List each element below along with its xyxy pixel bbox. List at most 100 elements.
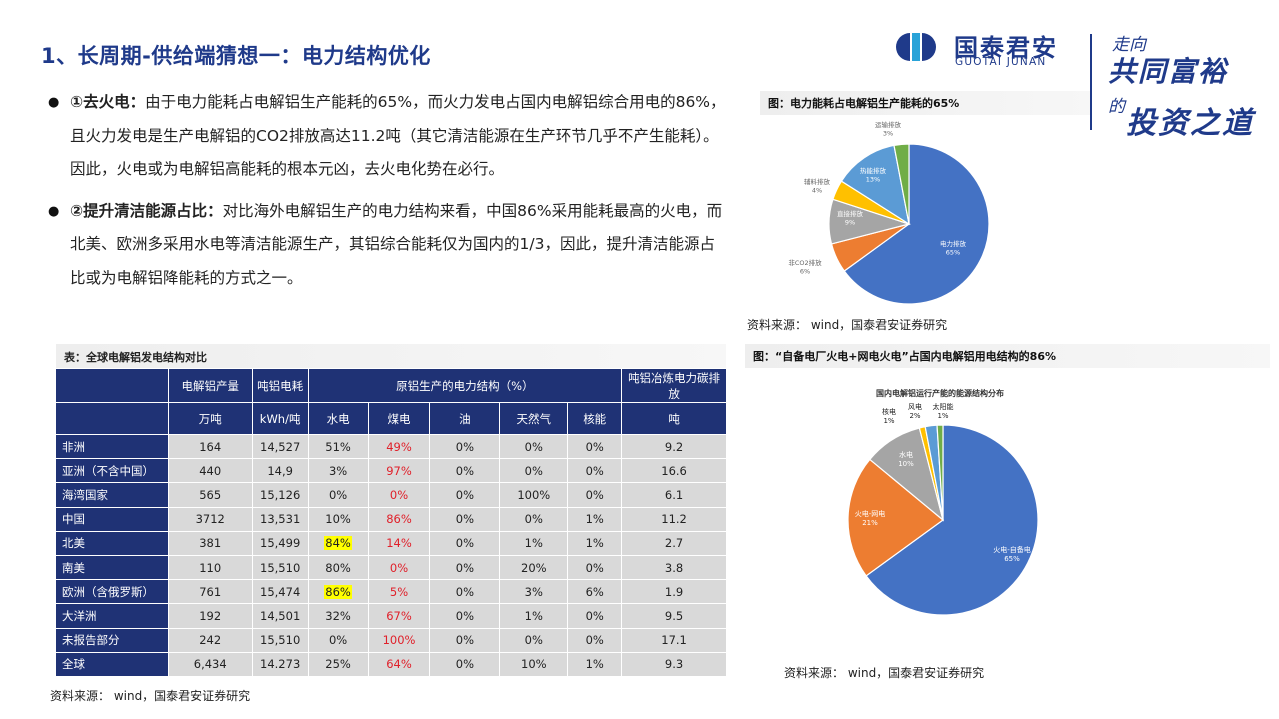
slice-value: 4% (812, 187, 822, 195)
cell-oil: 0% (429, 482, 501, 508)
cell-output: 110 (167, 554, 253, 581)
cell-output: 164 (167, 433, 253, 460)
cell-coal: 67% (367, 603, 431, 629)
cell-gas: 0% (499, 627, 569, 653)
table-row: 北美 381 15,499 84% 14% 0% 1% 1% 2.7 (55, 530, 727, 556)
cell-consumption: 14.273 (251, 651, 309, 677)
slice-value: 65% (1004, 555, 1020, 563)
table-row: 非洲 164 14,527 51% 49% 0% 0% 0% 9.2 (55, 433, 727, 460)
cell-carbon: 9.3 (621, 651, 727, 677)
table-row: 海湾国家 565 15,126 0% 0% 0% 100% 0% 6.1 (55, 482, 727, 508)
cell-coal: 5% (367, 579, 431, 605)
cell-nuclear: 0% (567, 433, 623, 460)
cell-oil: 0% (429, 506, 501, 532)
cell-hydro: 0% (307, 482, 369, 508)
slogan-line-4: 投资之道 (1126, 106, 1254, 141)
slice-value: 65% (946, 249, 960, 257)
table-row: 中国 3712 13,531 10% 86% 0% 0% 1% 11.2 (55, 506, 727, 532)
cell-output: 242 (167, 627, 253, 653)
slice-label: 辅料排放 (804, 177, 831, 186)
cell-carbon: 9.2 (621, 433, 727, 460)
table-header-oil: 油 (429, 402, 501, 435)
slogan-line-1: 走向 (1112, 35, 1146, 55)
cell-oil: 0% (429, 530, 501, 556)
slice-value: 1% (883, 417, 894, 425)
figure1-source: 资料来源： wind，国泰君安证券研究 (747, 318, 948, 332)
row-region: 全球 (55, 651, 169, 677)
cell-coal: 64% (367, 651, 431, 677)
cell-oil: 0% (429, 627, 501, 653)
cell-consumption: 14,527 (251, 433, 309, 460)
cell-output: 565 (167, 482, 253, 508)
cell-output: 761 (167, 579, 253, 605)
table-row: 南美 110 15,510 80% 0% 0% 20% 0% 3.8 (55, 554, 727, 581)
bullet-item: ②提升清洁能源占比：对比海外电解铝生产的电力结构来看，中国86%采用能耗最高的火… (48, 195, 728, 296)
cell-oil: 0% (429, 651, 501, 677)
cell-nuclear: 0% (567, 554, 623, 581)
slice-label: 热能排放 (860, 166, 887, 175)
row-region: 北美 (55, 530, 169, 556)
cell-hydro: 32% (307, 603, 369, 629)
slice-value: 6% (800, 268, 810, 276)
slice-label: 太阳能 (933, 402, 954, 411)
cell-oil: 0% (429, 433, 501, 460)
cell-carbon: 11.2 (621, 506, 727, 532)
table-row: 亚洲（不含中国） 440 14,9 3% 97% 0% 0% 0% 16.6 (55, 458, 727, 484)
highlighted-value: 86% (324, 584, 352, 599)
table-header-unit-consumption: kWh/吨 (251, 402, 309, 435)
cell-gas: 1% (499, 530, 569, 556)
table-caption: 表：全球电解铝发电结构对比 (56, 344, 726, 368)
table-source: 资料来源： wind，国泰君安证券研究 (50, 689, 251, 703)
cell-hydro: 84% (307, 530, 369, 556)
bullet-heading: ①去火电： (70, 93, 146, 111)
cell-carbon: 2.7 (621, 530, 727, 556)
cell-output: 6,434 (167, 651, 253, 677)
slogan-line-2: 共同富裕 (1108, 55, 1229, 88)
cell-coal: 86% (367, 506, 431, 532)
slice-value: 9% (845, 219, 855, 227)
slice-label: 非CO2排放 (788, 258, 822, 267)
cell-coal: 14% (367, 530, 431, 556)
table-row: 全球 6,434 14.273 25% 64% 0% 10% 1% 9.3 (55, 651, 727, 677)
cell-coal: 49% (367, 433, 431, 460)
table-header-carbon: 吨铝冶炼电力碳排放 (621, 368, 727, 403)
table-header-corner (55, 402, 169, 435)
pie-slice (847, 458, 944, 577)
table-header-corner (55, 368, 169, 403)
highlighted-value: 84% (324, 536, 352, 551)
cell-carbon: 1.9 (621, 579, 727, 605)
cell-carbon: 16.6 (621, 458, 727, 484)
cell-carbon: 17.1 (621, 627, 727, 653)
cell-gas: 0% (499, 458, 569, 484)
slice-label: 水电 (899, 450, 913, 459)
cell-consumption: 14,9 (251, 458, 309, 484)
cell-gas: 10% (499, 651, 569, 677)
slice-value: 2% (909, 412, 920, 420)
slice-value: 10% (898, 460, 914, 468)
bullet-item: ①去火电：由于电力能耗占电解铝生产能耗的65%，而火力发电占国内电解铝综合用电的… (48, 86, 728, 187)
cell-consumption: 14,501 (251, 603, 309, 629)
cell-coal: 0% (367, 554, 431, 581)
cell-consumption: 13,531 (251, 506, 309, 532)
table-row: 欧洲（含俄罗斯） 761 15,474 86% 5% 0% 3% 6% 1.9 (55, 579, 727, 605)
slice-label: 电力排放 (940, 239, 967, 248)
row-region: 大洋洲 (55, 603, 169, 629)
company-logo: 国泰君安 GUOTAI JUNAN (888, 28, 1088, 68)
cell-gas: 0% (499, 506, 569, 532)
cell-oil: 0% (429, 458, 501, 484)
pie-slice (893, 143, 910, 225)
cell-hydro: 10% (307, 506, 369, 532)
slogan: 走向 共同富裕 的 投资之道 (1104, 28, 1254, 141)
cell-output: 3712 (167, 506, 253, 532)
cell-hydro: 80% (307, 554, 369, 581)
row-region: 非洲 (55, 433, 169, 460)
table-header-output: 电解铝产量 (167, 368, 253, 403)
chart-title: 国内电解铝运行产能的能源结构分布 (876, 388, 1004, 398)
cell-carbon: 9.5 (621, 603, 727, 629)
logo-name-cn: 国泰君安 (954, 34, 1058, 62)
table-header-structure: 原铝生产的电力结构（%） (307, 368, 623, 403)
cell-gas: 1% (499, 603, 569, 629)
cell-nuclear: 0% (567, 627, 623, 653)
